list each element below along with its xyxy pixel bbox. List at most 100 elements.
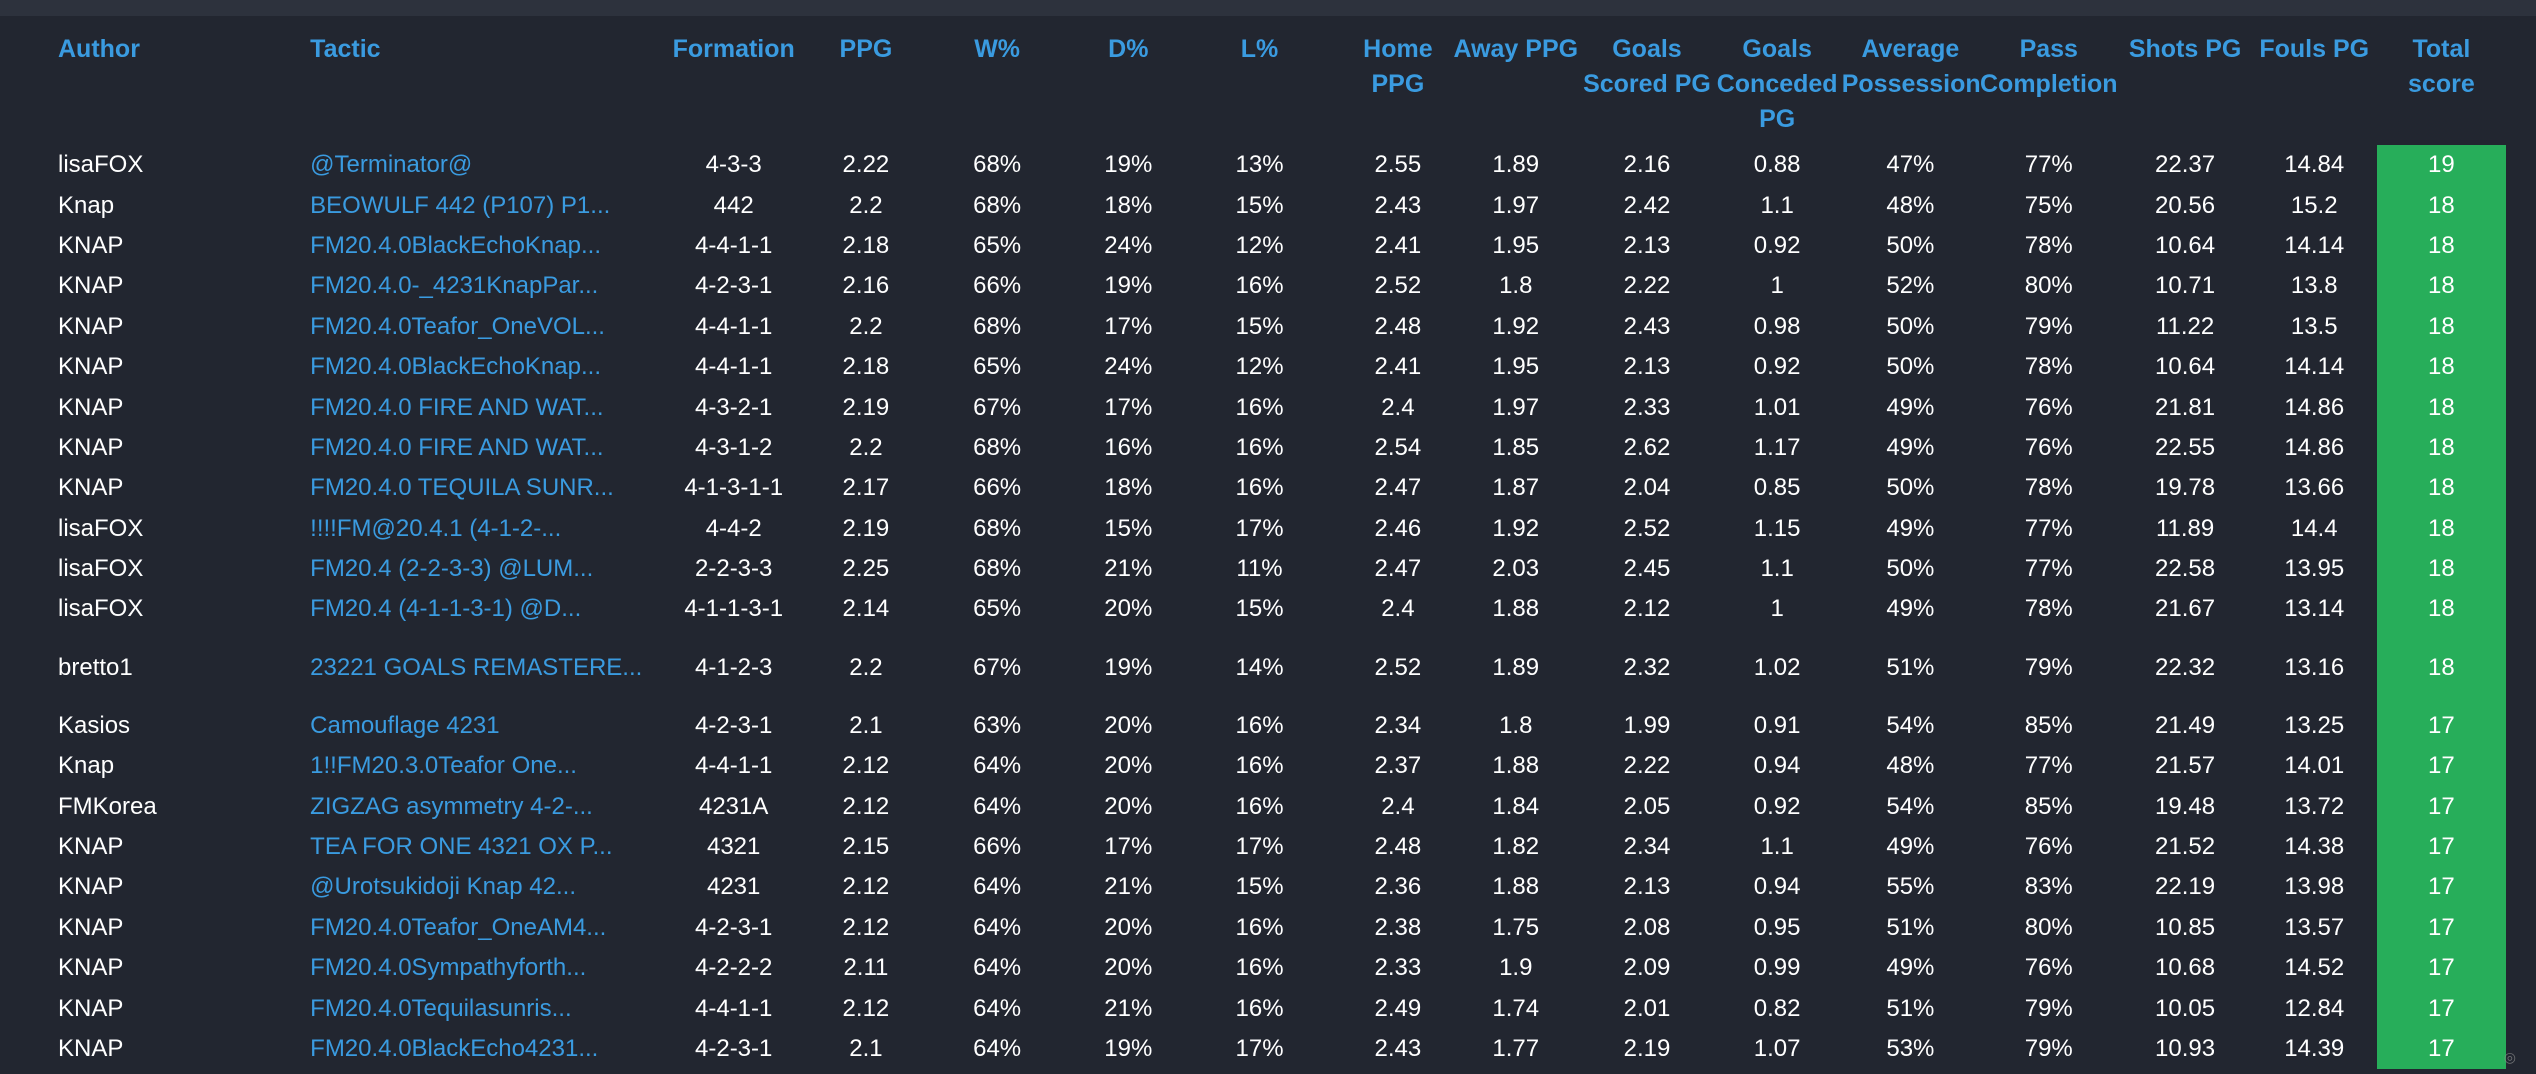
cell-win-pct: 68% <box>973 514 1022 542</box>
header-tactic[interactable]: Tactic <box>310 35 381 63</box>
cell-fouls: 13.66 <box>2284 474 2345 502</box>
cell-possession: 51% <box>1886 994 1935 1022</box>
cell-total-score: 17 <box>2376 746 2506 787</box>
header-pass-completion[interactable]: Pass Completion <box>1980 35 2118 98</box>
cell-home-ppg: 2.33 <box>1374 954 1422 982</box>
cell-goals-scored: 2.34 <box>1623 833 1671 861</box>
header-win-pct[interactable]: W% <box>974 35 1021 63</box>
cell-tactic-link[interactable]: @Terminator@ <box>310 151 473 179</box>
cell-total-score: 18 <box>2376 306 2506 347</box>
cell-fouls: 13.16 <box>2284 653 2345 681</box>
header-author[interactable]: Author <box>58 35 140 63</box>
cell-fouls: 14.39 <box>2284 1035 2345 1062</box>
cell-author: KNAP <box>58 353 124 381</box>
header-possession[interactable]: Average Possession <box>1841 35 1981 98</box>
cell-loss-pct: 15% <box>1235 595 1284 623</box>
cell-tactic-link[interactable]: FM20.4.0 TEQUILA SUNR... <box>310 474 614 502</box>
cell-tactic-link[interactable]: 1!!FM20.3.0Teafor One... <box>310 752 577 780</box>
cell-possession: 50% <box>1886 555 1935 583</box>
cell-draw-pct: 20% <box>1104 595 1153 623</box>
cell-formation: 442 <box>713 191 754 219</box>
cell-draw-pct: 21% <box>1104 873 1153 901</box>
cell-total-score: 18 <box>2376 346 2506 388</box>
cell-goals-conceded: 0.99 <box>1753 954 1801 982</box>
cell-tactic-link[interactable]: FM20.4 (2-2-3-3) @LUM... <box>310 555 594 583</box>
cell-draw-pct: 20% <box>1104 792 1153 820</box>
cell-goals-scored: 2.32 <box>1623 653 1671 681</box>
cell-tactic-link[interactable]: Camouflage 4231 <box>310 711 500 739</box>
cell-tactic-link[interactable]: FM20.4.0 FIRE AND WAT... <box>310 393 604 421</box>
cell-pass-completion: 79% <box>2024 1035 2073 1062</box>
cell-goals-scored: 2.13 <box>1623 873 1671 901</box>
cell-tactic-link[interactable]: FM20.4.0-_4231KnapPar... <box>310 272 599 300</box>
cell-tactic-link[interactable]: TEA FOR ONE 4321 OX P... <box>310 833 613 861</box>
header-home-ppg[interactable]: Home PPG <box>1363 35 1433 98</box>
cell-tactic-link[interactable]: 23221 GOALS REMASTERE... <box>310 653 643 681</box>
cell-pass-completion: 79% <box>2024 312 2073 340</box>
cell-goals-scored: 2.62 <box>1623 433 1671 461</box>
cell-win-pct: 68% <box>973 191 1022 219</box>
cell-tactic-link[interactable]: @Urotsukidoji Knap 42... <box>310 873 576 901</box>
cell-away-ppg: 1.8 <box>1499 711 1533 739</box>
cell-away-ppg: 1.88 <box>1492 752 1540 780</box>
cell-author: Knap <box>58 752 115 780</box>
cell-goals-scored: 2.13 <box>1623 231 1671 259</box>
cell-tactic-link[interactable]: ZIGZAG asymmetry 4-2-... <box>310 792 593 820</box>
cell-goals-conceded: 0.85 <box>1753 474 1801 502</box>
cell-formation: 2-2-3-3 <box>695 555 773 583</box>
cell-total-score: 18 <box>2376 225 2506 267</box>
cell-goals-scored: 2.09 <box>1623 954 1671 982</box>
header-fouls[interactable]: Fouls PG <box>2259 35 2370 63</box>
cell-possession: 53% <box>1886 1035 1935 1062</box>
cell-fouls: 14.01 <box>2284 752 2345 780</box>
cell-tactic-link[interactable]: FM20.4.0Sympathyforth... <box>310 954 587 982</box>
cell-tactic-link[interactable]: !!!!FM@20.4.1 (4-1-2-... <box>310 514 562 542</box>
cell-author: KNAP <box>58 1035 124 1062</box>
cell-goals-conceded: 0.88 <box>1753 151 1801 179</box>
cell-away-ppg: 1.9 <box>1499 954 1533 982</box>
cell-possession: 54% <box>1886 711 1935 739</box>
header-shots[interactable]: Shots PG <box>2128 35 2242 63</box>
header-goals-conceded[interactable]: Goals Conceded PG <box>1716 35 1838 133</box>
cell-pass-completion: 85% <box>2024 792 2073 820</box>
cell-away-ppg: 1.89 <box>1492 151 1540 179</box>
table-row: KNAP @Urotsukidoji Knap 42... 4231 2.12 64% 2… <box>50 867 2506 908</box>
cell-loss-pct: 14% <box>1235 653 1284 681</box>
cell-tactic-link[interactable]: BEOWULF 442 (P107) P1... <box>310 191 611 219</box>
cell-possession: 50% <box>1886 231 1935 259</box>
cell-possession: 49% <box>1886 514 1935 542</box>
header-total-score[interactable]: Total score <box>2376 16 2506 145</box>
table-row: KNAP FM20.4.0BlackEchoKnap... 4-4-1-1 2.18 6… <box>50 225 2506 267</box>
cell-tactic-link[interactable]: FM20.4.0Teafor_OneAM4... <box>310 913 607 941</box>
cell-draw-pct: 19% <box>1104 272 1153 300</box>
header-goals-scored[interactable]: Goals Scored PG <box>1583 35 1711 98</box>
cell-home-ppg: 2.55 <box>1374 151 1422 179</box>
cell-win-pct: 64% <box>973 752 1022 780</box>
cell-shots: 10.64 <box>2155 231 2216 259</box>
cell-fouls: 13.8 <box>2290 272 2338 300</box>
cell-loss-pct: 16% <box>1235 272 1284 300</box>
cell-tactic-link[interactable]: FM20.4.0BlackEcho4231... <box>310 1035 599 1062</box>
cell-pass-completion: 76% <box>2024 954 2073 982</box>
cell-tactic-link[interactable]: FM20.4.0Teafor_OneVOL... <box>310 312 605 340</box>
cell-tactic-link[interactable]: FM20.4.0 FIRE AND WAT... <box>310 433 604 461</box>
cell-win-pct: 68% <box>973 555 1022 583</box>
header-draw-pct[interactable]: D% <box>1108 35 1149 63</box>
cell-ppg: 2.12 <box>842 752 890 780</box>
header-away-ppg[interactable]: Away PPG <box>1453 35 1579 63</box>
cell-win-pct: 65% <box>973 595 1022 623</box>
table-row: KNAP FM20.4.0-_4231KnapPar... 4-2-3-1 2.16 6… <box>50 266 2506 307</box>
cell-tactic-link[interactable]: FM20.4.0BlackEchoKnap... <box>310 231 601 259</box>
cell-tactic-link[interactable]: FM20.4.0Tequilasunris... <box>310 994 572 1022</box>
header-ppg[interactable]: PPG <box>839 35 893 63</box>
cell-away-ppg: 1.89 <box>1492 653 1540 681</box>
cell-away-ppg: 1.97 <box>1492 191 1540 219</box>
cell-possession: 51% <box>1886 913 1935 941</box>
cell-tactic-link[interactable]: FM20.4.0BlackEchoKnap... <box>310 353 601 381</box>
header-formation[interactable]: Formation <box>672 35 795 63</box>
cell-tactic-link[interactable]: FM20.4 (4-1-1-3-1) @D... <box>310 595 582 623</box>
cell-formation: 4-3-2-1 <box>695 393 773 421</box>
cell-total-score: 18 <box>2376 468 2506 509</box>
cell-goals-conceded: 1.02 <box>1753 653 1801 681</box>
header-loss-pct[interactable]: L% <box>1240 35 1279 63</box>
